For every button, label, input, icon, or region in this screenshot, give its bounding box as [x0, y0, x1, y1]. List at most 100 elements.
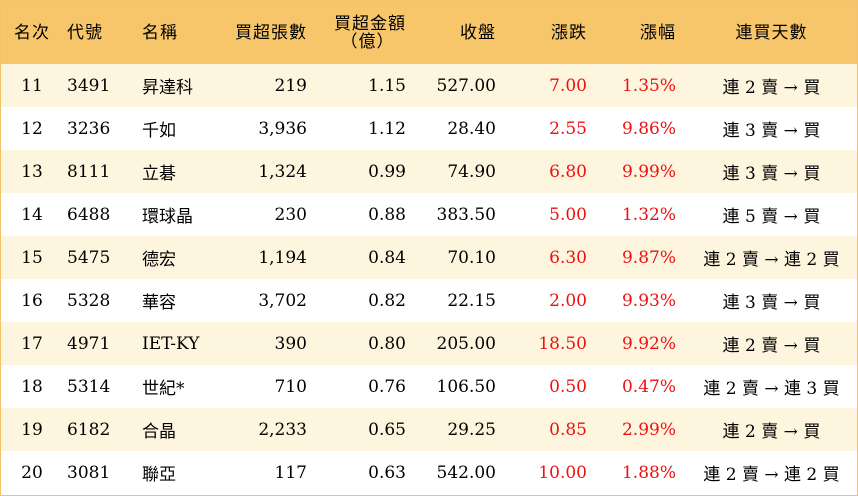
- cell-change: 0.50: [549, 376, 587, 397]
- cell-net-buy-amount: 0.84: [368, 247, 406, 268]
- cell-streak: 連 2 賣 → 連 3 買: [703, 379, 840, 399]
- cell-net-buy-lots: 219: [274, 75, 307, 96]
- table-row[interactable]: 19 6182 合晶 2,233 0.65 29.25 0.85 2.99% 連 2 賣 → 買: [1, 408, 857, 451]
- cell-change: 2.55: [549, 118, 587, 139]
- cell-net-buy-lots: 1,194: [258, 247, 307, 268]
- cell-code: 4971: [67, 333, 111, 354]
- cell-rank: 19: [21, 419, 43, 440]
- table-row[interactable]: 20 3081 聯亞 117 0.63 542.00 10.00 1.88% 連 2 賣 → 連…: [1, 451, 857, 494]
- cell-net-buy-lots: 710: [274, 376, 307, 397]
- cell-rank: 20: [21, 462, 43, 483]
- table-row[interactable]: 18 5314 世紀* 710 0.76 106.50 0.50 0.47% 連 2 賣 → 連…: [1, 365, 857, 408]
- cell-name: 立碁: [142, 164, 176, 184]
- table-row[interactable]: 16 5328 華容 3,702 0.82 22.15 2.00 9.93% 連 3 賣 → 買: [1, 279, 857, 322]
- header-net-buy-lots[interactable]: 買超張數: [235, 22, 307, 43]
- cell-name: 德宏: [142, 250, 176, 270]
- cell-change-pct: 1.35%: [621, 75, 676, 96]
- table-row[interactable]: 17 4971 IET-KY 390 0.80 205.00 18.50 9.92% 連 2 賣…: [1, 322, 857, 365]
- cell-rank: 15: [21, 247, 43, 268]
- cell-change-pct: 1.32%: [621, 204, 676, 225]
- cell-change: 7.00: [549, 75, 587, 96]
- cell-code: 5314: [67, 376, 111, 397]
- cell-net-buy-amount: 0.88: [368, 204, 406, 225]
- cell-rank: 14: [21, 204, 43, 225]
- cell-net-buy-amount: 0.80: [368, 333, 406, 354]
- cell-net-buy-lots: 2,233: [258, 419, 307, 440]
- cell-rank: 16: [21, 290, 43, 311]
- cell-net-buy-lots: 1,324: [258, 161, 307, 182]
- cell-net-buy-amount: 1.15: [368, 75, 406, 96]
- cell-code: 3491: [67, 75, 111, 96]
- cell-change: 6.80: [549, 161, 587, 182]
- cell-close: 74.90: [447, 161, 496, 182]
- cell-name: 聯亞: [142, 465, 176, 485]
- header-change-pct[interactable]: 漲幅: [640, 22, 676, 43]
- cell-change-pct: 9.86%: [621, 118, 676, 139]
- cell-net-buy-lots: 3,936: [258, 118, 307, 139]
- cell-close: 383.50: [436, 204, 496, 225]
- cell-code: 6488: [67, 204, 111, 225]
- header-rank[interactable]: 名次: [14, 22, 50, 43]
- cell-close: 28.40: [447, 118, 496, 139]
- cell-net-buy-lots: 230: [274, 204, 307, 225]
- cell-net-buy-lots: 3,702: [258, 290, 307, 311]
- cell-net-buy-amount: 0.99: [368, 161, 406, 182]
- cell-code: 6182: [67, 419, 111, 440]
- cell-streak: 連 3 賣 → 買: [722, 293, 821, 313]
- cell-close: 205.00: [436, 333, 496, 354]
- header-streak[interactable]: 連買天數: [735, 22, 808, 43]
- header-net-buy-amount[interactable]: 買超金額 （億）: [317, 1, 416, 64]
- cell-code: 3081: [67, 462, 111, 483]
- table-row[interactable]: 13 8111 立碁 1,324 0.99 74.90 6.80 9.99% 連 3 賣 → 買: [1, 150, 857, 193]
- cell-rank: 17: [21, 333, 43, 354]
- cell-close: 542.00: [436, 462, 496, 483]
- cell-streak: 連 2 賣 → 買: [722, 78, 821, 98]
- cell-rank: 12: [21, 118, 43, 139]
- cell-change-pct: 9.87%: [621, 247, 676, 268]
- cell-streak: 連 2 賣 → 連 2 買: [703, 250, 840, 270]
- cell-name: 環球晶: [142, 207, 193, 227]
- cell-close: 29.25: [447, 419, 496, 440]
- header-close[interactable]: 收盤: [460, 22, 496, 43]
- table-body: 11 3491 昇達科 219 1.15 527.00 7.00 1.35% 連 2 賣 → 買…: [1, 64, 857, 494]
- table-row[interactable]: 15 5475 德宏 1,194 0.84 70.10 6.30 9.87% 連 2 賣 → 連…: [1, 236, 857, 279]
- cell-rank: 13: [21, 161, 43, 182]
- cell-streak: 連 3 賣 → 買: [722, 164, 821, 184]
- cell-code: 5475: [67, 247, 111, 268]
- cell-streak: 連 2 賣 → 連 2 買: [703, 465, 840, 485]
- cell-code: 8111: [67, 161, 111, 182]
- cell-name: IET-KY: [142, 333, 200, 354]
- cell-net-buy-amount: 0.65: [368, 419, 406, 440]
- cell-close: 70.10: [447, 247, 496, 268]
- table-header-row: 名次 代號 名稱 買超張數 買超金額 （億） 收盤 漲跌 漲幅 連買天數: [1, 1, 857, 64]
- cell-close: 527.00: [436, 75, 496, 96]
- table-row[interactable]: 11 3491 昇達科 219 1.15 527.00 7.00 1.35% 連 2 賣 → 買: [1, 64, 857, 107]
- cell-change-pct: 9.93%: [621, 290, 676, 311]
- cell-streak: 連 5 賣 → 買: [722, 207, 821, 227]
- cell-change-pct: 0.47%: [621, 376, 676, 397]
- cell-name: 昇達科: [142, 78, 193, 98]
- cell-name: 華容: [142, 293, 176, 313]
- table-row[interactable]: 14 6488 環球晶 230 0.88 383.50 5.00 1.32% 連 5 賣 → 買: [1, 193, 857, 236]
- cell-change: 18.50: [538, 333, 587, 354]
- cell-net-buy-lots: 390: [274, 333, 307, 354]
- cell-code: 5328: [67, 290, 111, 311]
- header-change[interactable]: 漲跌: [551, 22, 587, 43]
- header-code[interactable]: 代號: [67, 22, 103, 43]
- cell-net-buy-amount: 0.63: [368, 462, 406, 483]
- cell-close: 106.50: [436, 376, 496, 397]
- cell-name: 世紀*: [142, 379, 185, 399]
- table-row[interactable]: 12 3236 千如 3,936 1.12 28.40 2.55 9.86% 連 3 賣 → 買: [1, 107, 857, 150]
- cell-streak: 連 2 賣 → 買: [722, 422, 821, 442]
- cell-change: 2.00: [549, 290, 587, 311]
- cell-rank: 18: [21, 376, 43, 397]
- cell-name: 合晶: [142, 422, 176, 442]
- cell-change-pct: 9.99%: [621, 161, 676, 182]
- cell-change: 10.00: [538, 462, 587, 483]
- cell-code: 3236: [67, 118, 111, 139]
- header-net-buy-amount-line1: 買超金額: [334, 13, 406, 34]
- cell-change-pct: 2.99%: [621, 419, 676, 440]
- header-name[interactable]: 名稱: [142, 22, 178, 43]
